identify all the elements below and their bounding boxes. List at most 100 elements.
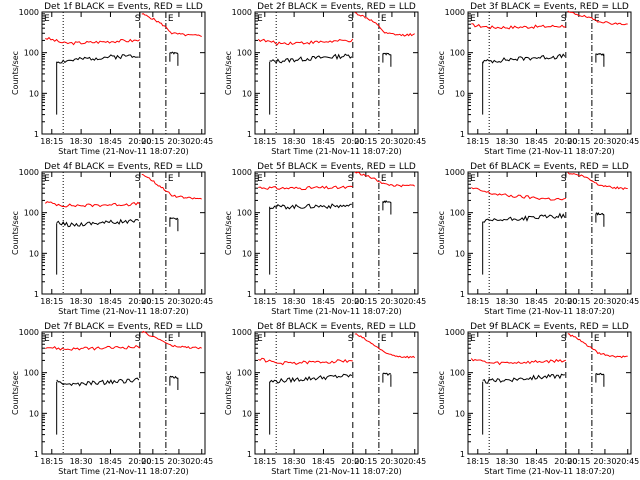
y-tick-label: 1000: [19, 168, 39, 177]
x-tick-label: 20:00: [341, 457, 364, 466]
plot-frame: [41, 11, 206, 135]
event-marker-label: E: [381, 334, 387, 344]
y-axis-label: Counts/sec: [224, 211, 233, 255]
series-line-lld: [567, 171, 628, 191]
x-tick-label: 20:45: [190, 297, 213, 306]
y-axis-label: Counts/sec: [11, 371, 20, 415]
x-tick-label: 20:15: [141, 297, 164, 306]
chart-title: Det 8f BLACK = Events, RED = LLD: [257, 322, 416, 332]
x-axis-label: Start Time (21-Nov-11 18:07:20): [58, 467, 188, 476]
x-tick-label: 20:45: [190, 137, 213, 146]
chart-panel-5: Det 5f BLACK = Events, RED = LLD 1 10 100 10…: [224, 162, 426, 316]
series-line-events: [595, 53, 605, 57]
x-tick-label: 20:00: [554, 297, 577, 306]
y-tick-label: 100: [24, 209, 39, 218]
x-tick-label: 18:15: [466, 137, 489, 146]
x-axis-label: Start Time (21-Nov-11 18:07:20): [484, 307, 614, 316]
series-line-lld: [470, 358, 566, 366]
series-line-events: [56, 218, 140, 228]
event-marker-label: S: [348, 334, 354, 344]
series-line-events: [382, 200, 392, 204]
x-tick-label: 20:15: [141, 457, 164, 466]
y-tick-label: 1: [460, 130, 465, 139]
y-tick-label: 1000: [19, 328, 39, 337]
y-axis-label: Counts/sec: [11, 51, 20, 95]
chart-title: Det 6f BLACK = Events, RED = LLD: [470, 162, 629, 172]
event-marker-label: E: [168, 174, 174, 184]
x-tick-label: 18:15: [40, 297, 63, 306]
x-tick-label: 20:45: [616, 297, 639, 306]
x-axis-label: Start Time (21-Nov-11 18:07:20): [58, 307, 188, 316]
event-marker-label: S: [561, 174, 567, 184]
series-line-events: [169, 375, 179, 379]
x-tick-label: 20:45: [403, 137, 426, 146]
y-tick-label: 1: [247, 290, 252, 299]
x-tick-label: 20:30: [167, 457, 190, 466]
event-marker-label: E: [257, 174, 263, 184]
series-line-lld: [258, 185, 353, 191]
chart-panel-6: Det 6f BLACK = Events, RED = LLD 1 10 100 10…: [437, 162, 639, 316]
y-tick-label: 1: [460, 450, 465, 459]
plot-frame: [41, 331, 206, 455]
x-tick-label: 20:45: [403, 297, 426, 306]
x-tick-label: 18:30: [283, 137, 306, 146]
x-tick-label: 20:15: [567, 137, 590, 146]
y-tick-label: 1: [460, 290, 465, 299]
x-tick-label: 18:15: [253, 297, 276, 306]
y-tick-label: 1: [34, 450, 39, 459]
y-tick-label: 10: [455, 249, 465, 258]
series-line-lld: [354, 12, 415, 37]
x-tick-label: 18:45: [525, 457, 548, 466]
series-line-events: [382, 372, 391, 376]
x-tick-label: 18:30: [70, 137, 93, 146]
y-tick-label: 1: [34, 130, 39, 139]
chart-panel-2: Det 2f BLACK = Events, RED = LLD 1 10 100 10…: [224, 2, 426, 156]
x-tick-label: 20:00: [341, 137, 364, 146]
x-tick-label: 18:30: [283, 297, 306, 306]
series-line-events: [482, 212, 566, 223]
x-axis-label: Start Time (21-Nov-11 18:07:20): [58, 147, 188, 156]
event-marker-label: E: [470, 14, 476, 24]
x-tick-label: 18:30: [496, 457, 519, 466]
y-tick-label: 100: [237, 49, 252, 58]
y-tick-label: 10: [242, 89, 252, 98]
y-tick-label: 10: [242, 409, 252, 418]
plot-frame: [254, 171, 419, 295]
y-tick-label: 1000: [445, 8, 465, 17]
x-tick-label: 18:15: [40, 457, 63, 466]
series-line-lld: [141, 173, 202, 200]
y-tick-label: 1: [34, 290, 39, 299]
series-line-events: [56, 377, 140, 387]
y-tick-label: 1000: [232, 328, 252, 337]
y-tick-label: 10: [455, 409, 465, 418]
event-marker-label: S: [135, 14, 141, 24]
event-marker-label: E: [168, 334, 174, 344]
plot-frame: [41, 171, 206, 295]
x-tick-label: 20:30: [380, 297, 403, 306]
y-tick-label: 1000: [232, 8, 252, 17]
x-tick-label: 18:45: [525, 297, 548, 306]
series-line-lld: [471, 23, 566, 30]
x-tick-label: 18:45: [99, 137, 122, 146]
chart-title: Det 4f BLACK = Events, RED = LLD: [44, 162, 203, 172]
series-line-lld: [45, 36, 141, 46]
x-tick-label: 18:45: [312, 137, 335, 146]
series-line-lld: [257, 38, 354, 46]
x-tick-label: 18:45: [312, 457, 335, 466]
event-marker-label: E: [594, 14, 600, 24]
y-tick-label: 10: [29, 249, 39, 258]
series-line-events: [382, 52, 391, 56]
x-tick-label: 18:45: [312, 297, 335, 306]
x-tick-label: 20:00: [341, 297, 364, 306]
chart-title: Det 3f BLACK = Events, RED = LLD: [470, 2, 629, 12]
chart-panel-1: Det 1f BLACK = Events, RED = LLD 1 10 100 10…: [11, 2, 213, 156]
event-marker-label: S: [561, 334, 567, 344]
event-marker-label: E: [381, 14, 387, 24]
x-axis-label: Start Time (21-Nov-11 18:07:20): [271, 467, 401, 476]
x-tick-label: 20:30: [593, 297, 616, 306]
series-line-events: [482, 373, 565, 384]
y-tick-label: 100: [24, 49, 39, 58]
x-axis-label: Start Time (21-Nov-11 18:07:20): [484, 147, 614, 156]
y-tick-label: 100: [24, 369, 39, 378]
event-marker-label: E: [381, 174, 387, 184]
